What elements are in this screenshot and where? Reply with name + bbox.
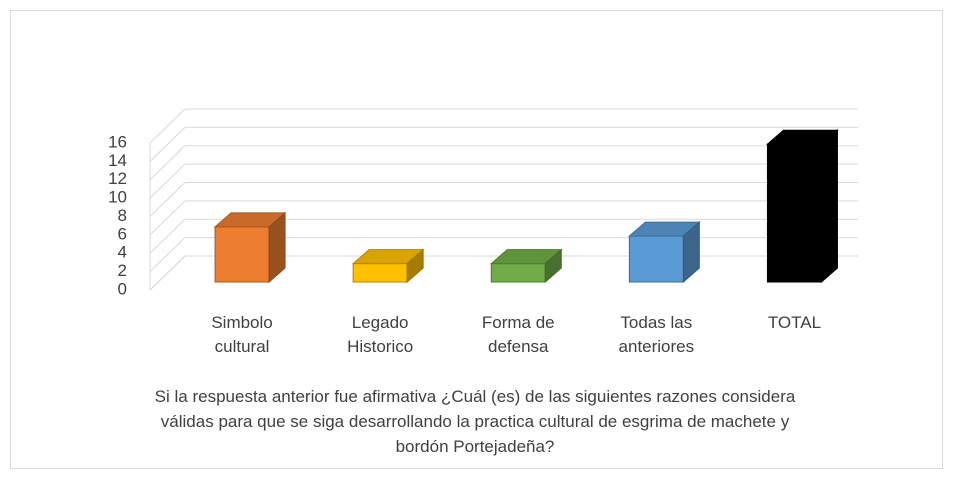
bar-side xyxy=(820,129,838,284)
x-tick-label: TOTAL xyxy=(767,313,822,332)
grid-line-side xyxy=(149,237,186,272)
y-tick-label: 0 xyxy=(118,279,127,298)
y-tick-label: 10 xyxy=(108,188,127,207)
grid-line-side xyxy=(149,218,186,254)
bar xyxy=(214,226,270,283)
x-tick-label: Legado Historico xyxy=(347,313,414,356)
grid-line-side xyxy=(149,182,186,217)
chart-title: Si la respuesta anterior fue afirmativa … xyxy=(154,387,796,456)
y-tick-label: 14 xyxy=(108,151,127,170)
bar xyxy=(352,263,408,283)
y-tick-label: 12 xyxy=(108,169,127,188)
grid-line-side xyxy=(149,163,186,199)
bar-side xyxy=(682,220,700,284)
bar xyxy=(490,263,546,283)
x-tick-label: Simbolo cultural xyxy=(211,313,273,356)
y-tick-label: 2 xyxy=(118,261,127,280)
x-tick-label: Forma de defensa xyxy=(481,313,555,356)
bar-side xyxy=(406,248,424,284)
bar-side xyxy=(544,248,562,284)
bar-side xyxy=(268,211,286,284)
y-tick-label: 6 xyxy=(118,224,127,243)
y-tick-label: 4 xyxy=(118,243,127,262)
grid-line-side xyxy=(149,108,186,144)
x-tick-label: Todas las anteriores xyxy=(618,313,695,356)
floor-edge xyxy=(149,255,186,291)
grid-line-side xyxy=(149,127,186,162)
bar xyxy=(766,143,822,283)
chart-border xyxy=(10,10,943,469)
y-tick-label: 16 xyxy=(108,132,127,151)
grid-line-side xyxy=(149,145,186,181)
bar xyxy=(628,235,684,283)
grid-line-side xyxy=(149,200,186,236)
y-tick-label: 8 xyxy=(118,206,127,225)
